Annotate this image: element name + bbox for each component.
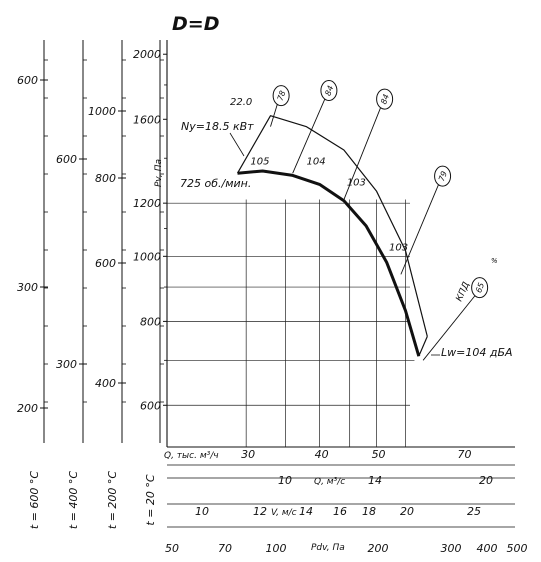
efficiency-ray xyxy=(400,181,440,275)
efficiency-ray xyxy=(422,293,477,361)
flow-tick-label: 40 xyxy=(315,448,329,461)
dynamic-tick-label: 500 xyxy=(507,542,528,555)
temperature-tick-label: 300 xyxy=(17,281,38,294)
flow-tick-label: 50 xyxy=(372,448,386,461)
grid xyxy=(167,199,415,447)
efficiency-circle xyxy=(376,88,394,110)
axes: 600 800 1000 1200 1600 2000 xyxy=(133,40,515,448)
noise-label: Lw=104 дБА xyxy=(441,346,513,359)
velocity-tick-label: 20 xyxy=(400,505,414,518)
noise-value: 105 xyxy=(250,157,269,168)
temperature-label: t = 20 °C xyxy=(144,474,157,526)
temperature-label: t = 200 °C xyxy=(106,471,119,530)
efficiency-value: 65 xyxy=(474,281,486,294)
temperature-tick-label: 800 xyxy=(95,172,116,185)
temperature-tick-label: 300 xyxy=(56,358,77,371)
y-axis-label: Pv, Па xyxy=(154,159,164,187)
dynamic-tick-label: 300 xyxy=(441,542,462,555)
temperature-label: t = 600 °C xyxy=(28,471,41,530)
pressure-curve xyxy=(237,169,421,357)
temperature-scales: 600 300 200 t = 600 °C 600 300 t = 400 °C 1000 8… xyxy=(17,40,164,529)
y-tick-label: 1600 xyxy=(133,113,161,126)
temperature-tick-label: 200 xyxy=(17,402,38,415)
power-envelope-curve xyxy=(236,115,428,337)
envelope-end-line xyxy=(418,336,428,357)
flow-tick-label: 30 xyxy=(241,448,255,461)
x-axis-label-flow-s: Q, м³/с xyxy=(314,477,345,487)
x-axis-label-flow: Q, тыс. м³/ч xyxy=(164,451,219,461)
efficiency-ray xyxy=(292,96,327,174)
efficiency-value: 79 xyxy=(437,170,449,183)
temperature-label: t = 400 °C xyxy=(67,471,80,530)
speed-label: 725 об./мин. xyxy=(180,177,251,190)
dynamic-tick-label: 200 xyxy=(368,542,389,555)
noise-value: 103 xyxy=(389,243,408,254)
efficiency-value: 84 xyxy=(379,93,391,106)
annotations: 78 84 84 79 65 105 104 103 103 xyxy=(229,80,489,361)
velocity-tick-label: 16 xyxy=(333,505,347,518)
flow-s-tick-label: 10 xyxy=(278,474,292,487)
flow-s-tick-label: 20 xyxy=(479,474,493,487)
efficiency-ray xyxy=(343,104,383,200)
power-max-label: 22.0 xyxy=(230,97,252,108)
dynamic-tick-label: 100 xyxy=(266,542,287,555)
x-axis-label-dynamic: Pdv, Па xyxy=(311,543,345,553)
temperature-tick-label: 1000 xyxy=(88,105,116,118)
temperature-tick-label: 400 xyxy=(95,377,116,390)
efficiency-circle xyxy=(272,85,290,107)
temperature-tick-label: 600 xyxy=(95,257,116,270)
dynamic-tick-label: 50 xyxy=(165,542,179,555)
dynamic-tick-label: 400 xyxy=(477,542,498,555)
efficiency-circle xyxy=(471,277,489,299)
efficiency-value: 84 xyxy=(323,84,335,97)
y-tick-label: 2000 xyxy=(133,48,161,61)
velocity-tick-label: 12 xyxy=(253,505,267,518)
efficiency-ray xyxy=(270,101,279,127)
dynamic-tick-label: 70 xyxy=(218,542,232,555)
power-leader xyxy=(229,132,245,157)
y-tick-label: 600 xyxy=(140,399,161,412)
efficiency-label: КПД xyxy=(455,281,472,304)
bottom-scales: 30 40 50 70 10 14 20 10 12 14 16 18 20 25 50 70 100 200 30… xyxy=(165,448,528,555)
velocity-tick-label: 18 xyxy=(362,505,376,518)
curves xyxy=(236,115,428,357)
noise-value: 103 xyxy=(347,177,366,188)
y-tick-label: 1000 xyxy=(133,250,161,263)
efficiency-unit: % xyxy=(491,257,498,265)
power-label: Ny=18.5 кВт xyxy=(181,120,254,133)
efficiency-value: 78 xyxy=(276,89,288,102)
x-axis-label-velocity: V, м/с xyxy=(271,508,297,518)
efficiency-circle xyxy=(320,80,338,102)
temperature-tick-label: 600 xyxy=(17,74,38,87)
flow-tick-label: 70 xyxy=(457,448,471,461)
temperature-tick-label: 600 xyxy=(56,153,77,166)
y-tick-label: 800 xyxy=(140,315,161,328)
y-tick-label: 1200 xyxy=(133,197,161,210)
velocity-tick-label: 14 xyxy=(299,505,313,518)
chart-title: D=D xyxy=(172,13,219,35)
noise-value: 104 xyxy=(307,157,326,168)
velocity-tick-label: 10 xyxy=(195,505,209,518)
flow-s-tick-label: 14 xyxy=(368,474,382,487)
efficiency-circle xyxy=(434,165,452,187)
velocity-tick-label: 25 xyxy=(467,505,481,518)
